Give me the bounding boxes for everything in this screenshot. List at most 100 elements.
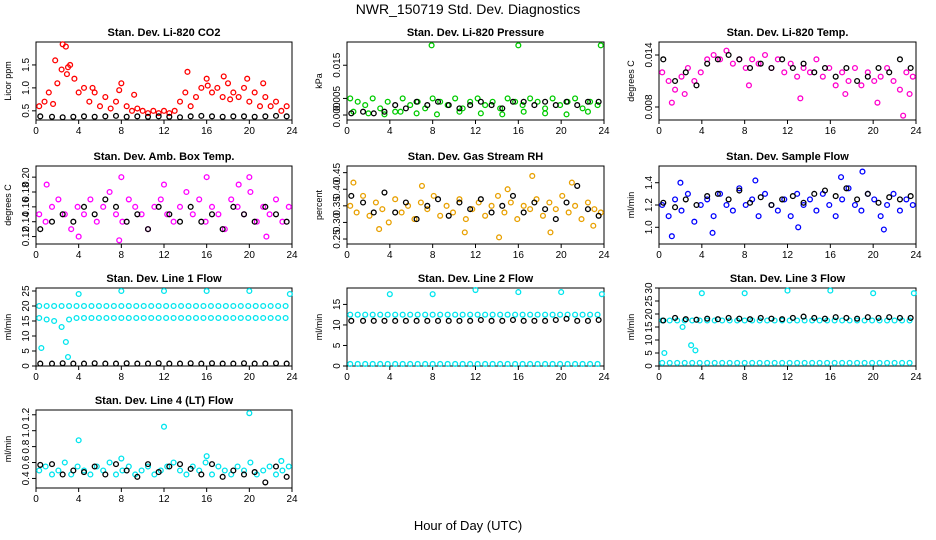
- panel-8-data-point: [347, 360, 354, 367]
- panel-5-data-point: [565, 209, 572, 216]
- panel-3-data-point: [697, 69, 704, 76]
- panel-1-data-point: [166, 110, 173, 117]
- panel-10-x-tick-label: 0: [33, 494, 39, 505]
- panel-7-data-point: [38, 344, 45, 352]
- panel-5-series-2: [348, 182, 602, 223]
- panel-4-data-point: [155, 203, 162, 210]
- panel-3-plot-frame: [658, 41, 917, 121]
- panel-4-data-point: [100, 203, 107, 210]
- panel-8-data-point: [499, 317, 506, 324]
- panel-4-data-point: [266, 211, 273, 218]
- panel-3-data-point: [832, 73, 839, 80]
- panel-6-data-point: [710, 213, 717, 220]
- panel-9-data-point: [789, 314, 796, 321]
- panel-9-data-point: [907, 314, 914, 321]
- panel-2-data-point: [531, 102, 538, 109]
- panel-1-data-point: [166, 113, 173, 120]
- panel-7-y-tick-label: 0: [21, 363, 32, 369]
- panel-9-data-point: [816, 317, 823, 324]
- panel-8-data-point: [552, 316, 559, 324]
- panel-8-data-point: [531, 317, 538, 324]
- panel-1-x-tick-label: 4: [76, 126, 82, 137]
- panel-6-data-point: [837, 174, 845, 181]
- panel-8-data-point: [482, 311, 489, 318]
- panel-2-data-point: [504, 95, 511, 102]
- panel-7-data-point: [110, 302, 117, 310]
- panel-4-data-point: [102, 196, 109, 203]
- panel-9-data-point: [704, 359, 711, 366]
- panel-5-data-point: [572, 202, 579, 209]
- panel-7-data-point: [134, 360, 141, 367]
- panel-3-data-point: [660, 56, 667, 63]
- panel-5-data-point: [434, 196, 442, 203]
- panel-9-data-point: [839, 317, 846, 324]
- panel-6-data-point: [668, 233, 675, 240]
- panel-9-data-point: [861, 317, 868, 324]
- panel-10-data-point: [160, 423, 168, 430]
- panel-7-data-point: [73, 302, 80, 310]
- panel-3-data-point: [886, 69, 893, 76]
- panel-2-x-tick-label: 8: [430, 126, 436, 137]
- panel-6-data-point: [896, 207, 903, 214]
- panel-6-data-point: [665, 213, 672, 220]
- panel-9-data-point: [681, 359, 688, 366]
- panel-6-x-tick-label: 16: [825, 250, 837, 261]
- panel-8-data-point: [362, 360, 369, 367]
- panel-2-data-point: [579, 105, 586, 112]
- panel-10-y-axis-label: ml/min: [3, 436, 13, 463]
- panel-1-data-point: [112, 112, 120, 119]
- panel-1-series-2: [37, 112, 290, 121]
- panel-1-data-point: [75, 89, 82, 96]
- panel-9-x-tick-label: 12: [782, 372, 794, 383]
- panel-3-x-tick-label: 16: [825, 126, 837, 137]
- panel-7-series-2: [37, 360, 290, 367]
- panel-8-data-point: [445, 317, 452, 324]
- panel-4-data-point: [247, 188, 254, 196]
- panel-1-data-point: [251, 89, 258, 96]
- panel-3-data-point: [779, 56, 786, 63]
- panel-1-data-point: [41, 98, 48, 105]
- panel-7-data-point: [70, 360, 77, 367]
- panel-6-data-point: [843, 185, 850, 192]
- panel-10-y-tick-label: 0.6: [21, 455, 32, 469]
- panel-5-data-point: [430, 192, 437, 199]
- panel-6-data-point: [813, 207, 820, 214]
- panel-10-data-point: [91, 463, 98, 470]
- panel-2-x-tick-label: 16: [513, 126, 525, 137]
- panel-5-data-point: [418, 182, 426, 189]
- panel-8-data-point: [557, 311, 564, 318]
- panel-8-data-point: [564, 360, 571, 367]
- panel-7-data-point: [272, 360, 280, 367]
- panel-3-data-point: [746, 64, 754, 72]
- panel-8-x-tick-label: 24: [598, 372, 610, 383]
- panel-3-data-point: [903, 69, 910, 76]
- panel-8-data-point: [348, 317, 355, 324]
- panel-7-data-point: [62, 338, 69, 346]
- panel-3-data-point: [714, 56, 721, 63]
- panel-4-data-point: [183, 188, 190, 196]
- panel-6-data-point: [779, 196, 786, 203]
- panel-7-data-point: [36, 314, 43, 322]
- panel-10-x-tick-label: 4: [76, 494, 82, 505]
- panel-5-data-point: [547, 229, 554, 236]
- panel-1-data-point: [251, 113, 258, 120]
- panel-8-data-point: [594, 311, 601, 318]
- panel-9-data-point: [896, 314, 903, 321]
- panel-7-data-point: [144, 360, 152, 367]
- panel-1-data-point: [272, 98, 280, 105]
- panel-7-data-point: [148, 302, 155, 310]
- panel-8-data-point: [549, 360, 556, 367]
- panel-10-data-point: [75, 437, 82, 444]
- panel-7-x-tick-label: 12: [158, 372, 170, 383]
- panel-10-data-point: [234, 463, 241, 470]
- panel-1-y-axis-label: Licor ppm: [3, 61, 13, 101]
- panel-4-y-axis-label: degrees C: [3, 184, 13, 226]
- panel-3-data-point: [858, 82, 865, 89]
- panel-7-x-tick-label: 4: [76, 372, 82, 383]
- panel-6-title: Stan. Dev. Sample Flow: [726, 151, 849, 163]
- panel-9-data-point: [679, 323, 686, 331]
- panel-9-data-point: [794, 359, 801, 366]
- panel-5-data-point: [539, 212, 547, 219]
- panel-9-data-point: [672, 314, 679, 321]
- panel-6-data-point: [761, 190, 769, 197]
